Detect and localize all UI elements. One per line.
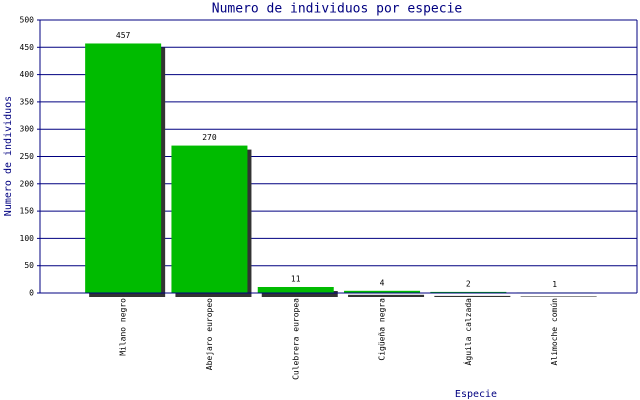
- y-tick-label: 450: [20, 43, 35, 52]
- bar-shadow: [520, 296, 597, 297]
- bar-shadow: [348, 294, 425, 297]
- x-tick-label: Cigüeña negra: [378, 298, 387, 361]
- y-tick-label: 50: [24, 261, 34, 270]
- value-label: 4: [380, 278, 385, 287]
- value-label: 1: [552, 280, 557, 289]
- bar-shadow: [434, 295, 511, 297]
- y-tick-label: 200: [20, 179, 35, 188]
- y-tick-label: 100: [20, 234, 35, 243]
- bar: [85, 43, 162, 294]
- value-label: 11: [291, 274, 301, 283]
- value-label: 2: [466, 279, 471, 288]
- bar: [344, 290, 421, 293]
- x-axis-label: Especie: [455, 389, 497, 400]
- chart-title: Numero de individuos por especie: [212, 2, 463, 17]
- y-tick-label: 500: [20, 16, 35, 25]
- y-tick-label: 0: [29, 289, 34, 298]
- x-tick-label: Culebrera europea: [291, 298, 300, 380]
- value-label: 270: [202, 133, 217, 142]
- x-tick-label: Milano negro: [119, 298, 128, 356]
- x-tick-label: Alimoche común: [550, 298, 559, 366]
- x-tick-label: Águila calzada: [462, 298, 473, 366]
- value-label: 457: [116, 31, 131, 40]
- x-tick-label: Abejaro europeo: [205, 298, 214, 370]
- bar: [171, 145, 248, 293]
- bar-shadow: [261, 290, 338, 297]
- bar: [257, 286, 334, 293]
- y-axis-label: Numero de individuos: [3, 96, 14, 216]
- y-tick-label: 250: [20, 152, 35, 161]
- y-tick-label: 150: [20, 207, 35, 216]
- y-tick-label: 300: [20, 125, 35, 134]
- y-tick-label: 400: [20, 70, 35, 79]
- bar: [430, 291, 507, 293]
- y-tick-label: 350: [20, 97, 35, 106]
